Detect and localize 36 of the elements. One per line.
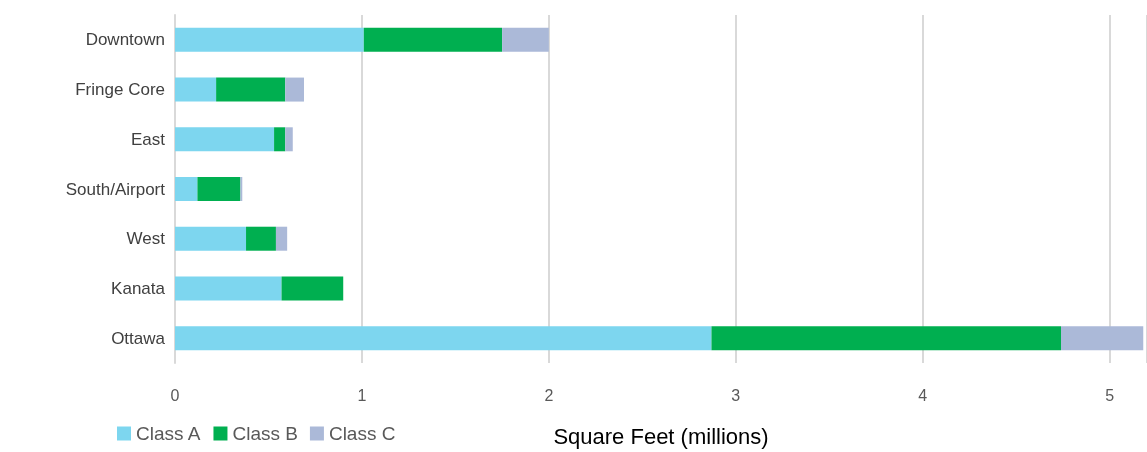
y-tick-label: East bbox=[130, 129, 166, 149]
bar bbox=[175, 77, 217, 102]
x-tick-label: 3 bbox=[731, 386, 741, 404]
y-tick-label: Fringe Core bbox=[75, 80, 165, 100]
x-tick-label: 4 bbox=[918, 386, 928, 404]
bar bbox=[175, 226, 247, 251]
legend-label: Class C bbox=[328, 423, 396, 444]
bar bbox=[363, 27, 503, 52]
bar bbox=[175, 27, 364, 52]
y-tick-label: South/Airport bbox=[65, 179, 166, 199]
x-tick-label: 5 bbox=[1105, 386, 1115, 404]
bar bbox=[216, 77, 286, 102]
bar bbox=[175, 177, 198, 201]
y-tick-label: West bbox=[126, 229, 166, 249]
y-tick-label: Downtown bbox=[85, 30, 165, 50]
x-tick-label: 0 bbox=[170, 386, 180, 404]
bar bbox=[197, 177, 241, 201]
legend-label: Class B bbox=[232, 423, 298, 444]
y-tick-label: Kanata bbox=[111, 278, 166, 298]
legend-label: Class A bbox=[136, 423, 201, 444]
bar bbox=[285, 127, 293, 152]
bar bbox=[175, 127, 275, 152]
bar bbox=[1061, 326, 1144, 351]
bar bbox=[275, 226, 288, 251]
y-tick-label: Ottawa bbox=[111, 328, 166, 348]
bar bbox=[711, 326, 1062, 351]
bar bbox=[281, 276, 344, 301]
bar bbox=[274, 127, 286, 152]
x-tick-label: 1 bbox=[357, 386, 367, 404]
x-tick-label: 2 bbox=[544, 386, 554, 404]
bar bbox=[175, 276, 282, 301]
bar bbox=[175, 326, 712, 351]
bar bbox=[285, 77, 304, 102]
bar bbox=[502, 27, 549, 52]
bar bbox=[246, 226, 276, 251]
x-axis-title: Square Feet (millions) bbox=[553, 423, 769, 449]
